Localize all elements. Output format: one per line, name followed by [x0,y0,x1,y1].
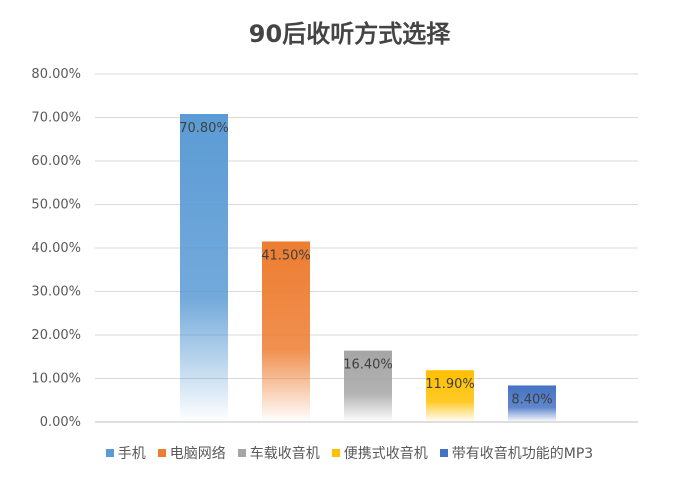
legend-item: 车载收音机 [237,443,320,463]
legend-swatch [331,449,340,457]
y-tick-label: 80.00% [31,67,81,82]
legend-item: 电脑网络 [157,443,226,463]
legend-item: 便携式收音机 [331,443,428,463]
y-tick-label: 10.00% [31,372,81,387]
bar-4 [426,370,474,422]
legend-label: 便携式收音机 [343,446,428,462]
data-label: 16.40% [343,358,393,373]
legend-swatch [237,449,246,457]
legend-swatch [157,449,166,457]
y-tick-label: 30.00% [31,285,81,300]
data-label: 11.90% [425,377,475,392]
legend-item: 手机 [105,443,146,463]
y-tick-label: 40.00% [31,241,81,256]
legend-label: 车载收音机 [249,446,320,462]
legend-swatch [105,449,114,457]
chart-title: 90后收听方式选择 [248,20,451,48]
legend-label: 带有收音机功能的MP3 [451,446,594,462]
legend-item: 带有收音机功能的MP3 [439,443,594,463]
data-label: 41.50% [261,248,311,263]
bar-3 [344,350,392,422]
y-tick-label: 20.00% [31,328,81,343]
legend-label: 手机 [117,446,146,462]
bar-5 [508,385,556,422]
data-label: 70.80% [179,121,229,136]
y-tick-label: 70.00% [31,111,81,126]
legend-swatch [439,449,448,457]
y-tick-label: 0.00% [40,415,81,430]
bar-1 [180,114,228,423]
bar-2 [262,241,310,422]
legend-label: 电脑网络 [169,446,226,462]
data-label: 8.40% [511,392,552,407]
y-tick-label: 50.00% [31,198,81,213]
chart-legend: 手机 电脑网络 车载收音机 便携式收音机 带有收音机功能的MP3 [0,443,699,463]
y-tick-label: 60.00% [31,154,81,169]
